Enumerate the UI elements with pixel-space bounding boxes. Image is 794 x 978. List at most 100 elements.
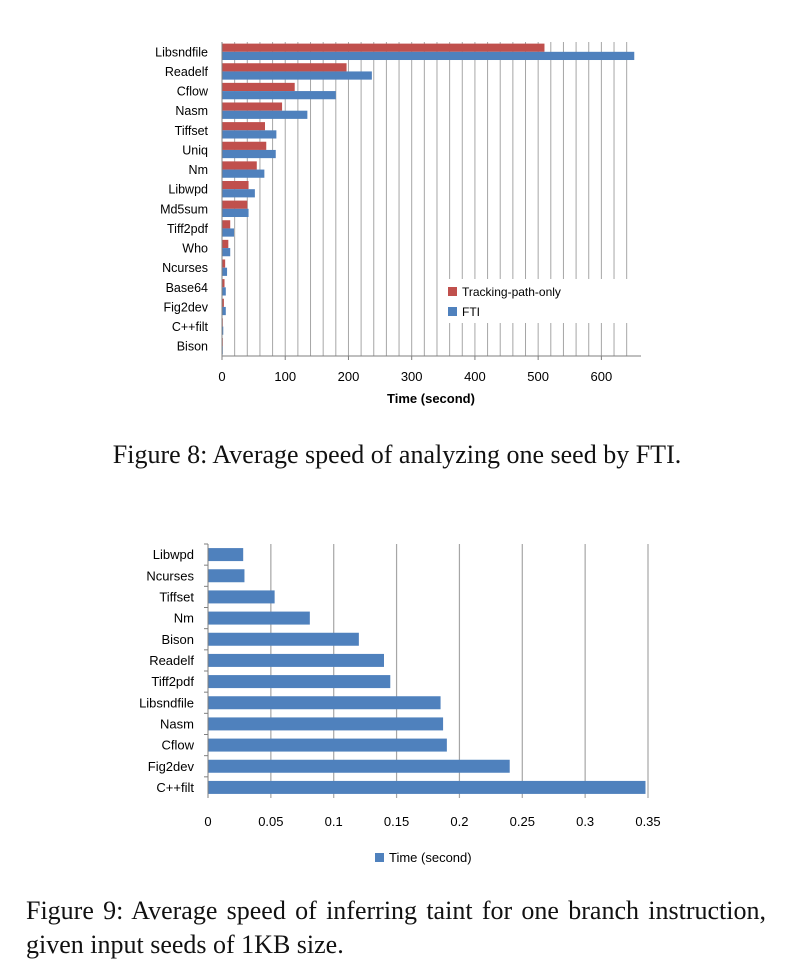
bar-tracking (222, 43, 545, 52)
figure8-category-labels: Libsndfile Readelf Cflow Nasm Tiffset Uniq Nm L… (155, 45, 209, 353)
bar-time (208, 780, 646, 794)
category-label: Tiff2pdf (151, 674, 194, 689)
category-label: Libwpd (168, 183, 208, 197)
category-label: Md5sum (160, 202, 208, 216)
category-label: Libsndfile (155, 45, 208, 59)
bar-time (208, 696, 441, 710)
legend-swatch-time (375, 853, 384, 862)
bar-time (208, 569, 245, 583)
bar-fti (222, 287, 226, 296)
bar-tracking (222, 298, 224, 307)
category-label: Fig2dev (148, 759, 195, 774)
x-tick-label: 0.2 (450, 814, 468, 829)
category-label: Cflow (177, 85, 209, 99)
bar-fti (222, 169, 265, 178)
bar-fti (222, 208, 249, 218)
bar-tracking (222, 239, 229, 249)
category-label: Tiffset (159, 589, 194, 604)
bar-tracking (222, 63, 347, 72)
bar-time (208, 632, 359, 646)
bar-fti (222, 110, 308, 119)
bar-tracking (222, 200, 248, 209)
category-label: Nm (189, 163, 208, 177)
category-label: Readelf (165, 65, 209, 79)
category-label: Tiffset (175, 124, 209, 138)
x-tick-label: 0.05 (258, 814, 283, 829)
category-label: Bison (177, 340, 208, 354)
category-label: Uniq (182, 143, 208, 157)
figure8-caption: Figure 8: Average speed of analyzing one… (112, 440, 682, 469)
bar-tracking (222, 259, 226, 268)
bar-time (208, 759, 510, 773)
legend-label-fti: FTI (462, 305, 480, 319)
bar-fti (222, 267, 228, 276)
bar-time (208, 590, 275, 604)
legend-label-time: Time (second) (389, 850, 472, 865)
legend-swatch-tracking (448, 287, 457, 296)
x-tick-label: 400 (464, 369, 486, 384)
x-tick-label: 500 (527, 369, 549, 384)
legend-swatch-fti (448, 307, 457, 316)
x-tick-label: 0.15 (384, 814, 409, 829)
figure8-chart: Libsndfile Readelf Cflow Nasm Tiffset Uniq Nm L… (155, 42, 641, 406)
bar-tracking (222, 122, 265, 131)
x-tick-label: 300 (401, 369, 423, 384)
bar-fti (222, 306, 226, 316)
category-label: Libwpd (153, 547, 194, 562)
bar-time (208, 717, 444, 731)
category-label: Libsndfile (139, 695, 194, 710)
x-tick-label: 0.35 (635, 814, 660, 829)
category-label: Ncurses (146, 568, 194, 583)
category-label: C++filt (172, 320, 209, 334)
category-label: C++filt (156, 780, 194, 795)
bar-fti (222, 228, 235, 237)
figure9-caption: Figure 9: Average speed of inferring tai… (26, 896, 766, 959)
figure8-bars (222, 43, 635, 355)
bar-fti (222, 189, 255, 198)
x-tick-label: 100 (274, 369, 296, 384)
bar-time (208, 653, 384, 667)
figure9-gridlines (270, 544, 649, 798)
category-label: Nasm (160, 716, 194, 731)
bar-fti (222, 248, 231, 257)
bar-tracking (222, 102, 283, 111)
category-label: Cflow (161, 738, 194, 753)
x-tick-label: 0.25 (510, 814, 535, 829)
category-label: Bison (161, 632, 194, 647)
bar-fti (222, 51, 635, 61)
bar-time (208, 611, 310, 625)
bar-time (208, 675, 391, 689)
category-label: Nm (174, 611, 194, 626)
bar-fti (222, 71, 372, 80)
x-tick-label: 0 (204, 814, 211, 829)
bar-tracking (222, 220, 231, 229)
bar-tracking (222, 279, 225, 288)
x-tick-label: 600 (591, 369, 613, 384)
bar-tracking (222, 82, 295, 92)
figure9-tick-labels: 0 0.05 0.1 0.15 0.2 0.25 0.3 0.35 (204, 543, 661, 829)
bar-fti (222, 91, 336, 100)
x-tick-label: 0.1 (325, 814, 343, 829)
bar-fti (222, 149, 276, 159)
figure8-legend: Tracking-path-only FTI (439, 279, 629, 323)
bar-fti (222, 326, 224, 335)
bar-tracking (222, 180, 249, 190)
category-label: Readelf (149, 653, 194, 668)
x-tick-label: 200 (338, 369, 360, 384)
bar-tracking (222, 161, 257, 170)
x-tick-label: 0 (218, 369, 225, 384)
category-label: Nasm (175, 104, 208, 118)
bar-fti (222, 130, 277, 139)
category-label: Tiff2pdf (167, 222, 209, 236)
category-label: Fig2dev (164, 300, 209, 314)
bar-time (208, 548, 244, 562)
figure8-x-axis-title: Time (second) (387, 391, 475, 406)
category-label: Base64 (166, 281, 208, 295)
bar-tracking (222, 141, 267, 150)
category-label: Ncurses (162, 261, 208, 275)
category-label: Who (182, 242, 208, 256)
figure8-tick-labels: 0 100 200 300 400 500 600 (218, 356, 612, 384)
bar-time (208, 738, 447, 752)
figure9-legend: Time (second) (375, 850, 472, 865)
legend-label-tracking: Tracking-path-only (462, 285, 561, 299)
